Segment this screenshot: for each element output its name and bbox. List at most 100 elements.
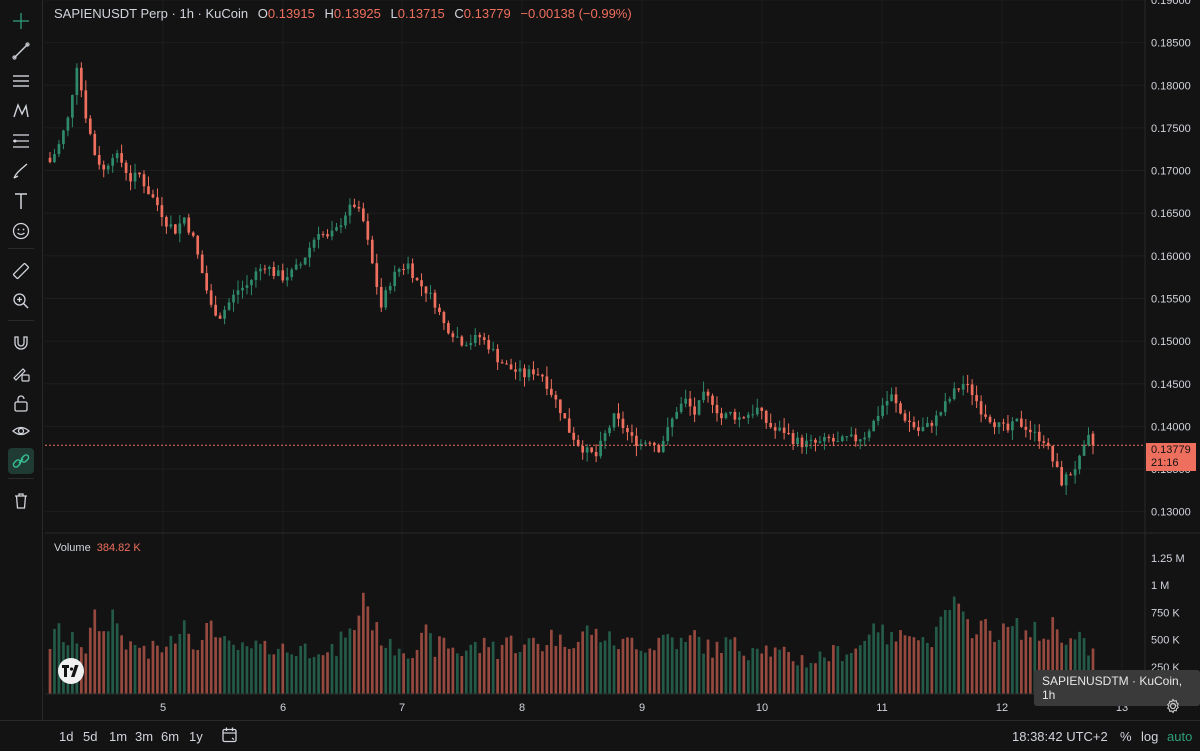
candle-body — [626, 427, 629, 433]
emoji-icon[interactable] — [8, 218, 34, 244]
candle-body — [1087, 435, 1090, 445]
volume-bar — [429, 633, 432, 694]
candle-body — [755, 407, 759, 415]
volume-bar — [420, 632, 423, 694]
volume-bar — [173, 643, 177, 694]
chart-canvas[interactable]: 0.19000 0.18500 0.18000 0.17500 0.17000 0.165… — [0, 0, 1200, 720]
range-5d[interactable]: 5d — [83, 729, 98, 744]
price-tick-label: 0.15000 — [1151, 336, 1191, 348]
auto-toggle[interactable]: auto — [1167, 729, 1193, 744]
price-axis: 0.19000 0.18500 0.18000 0.17500 0.17000 0.165… — [1151, 0, 1191, 519]
candle-body — [214, 304, 217, 316]
volume-bar — [926, 642, 929, 694]
candle-body — [1006, 423, 1010, 431]
fib-icon[interactable] — [8, 128, 34, 154]
volume-bar — [675, 649, 679, 694]
volume-bar — [706, 639, 710, 694]
text-icon[interactable] — [8, 188, 34, 214]
clock-time[interactable]: 18:38:42 UTC+2 — [1012, 729, 1108, 744]
eye-icon[interactable] — [8, 418, 34, 444]
settings-gear-icon[interactable] — [1160, 694, 1186, 718]
candle-body — [1069, 474, 1072, 476]
candle-body — [894, 394, 898, 404]
volume-bar — [232, 644, 235, 694]
candle-body — [585, 447, 589, 453]
trash-icon[interactable] — [8, 488, 34, 514]
volume-bar — [684, 641, 687, 694]
volume-bar — [214, 637, 217, 694]
brush-icon[interactable] — [8, 158, 34, 184]
lock-drawing-icon[interactable] — [8, 360, 34, 386]
volume-bar — [227, 640, 231, 694]
percent-toggle[interactable]: % — [1120, 729, 1132, 744]
volume-bar — [778, 649, 781, 694]
candle-body — [330, 230, 334, 237]
volume-bar — [447, 648, 450, 694]
volume-bar — [469, 644, 473, 694]
candle-body — [791, 433, 795, 445]
candle-body — [612, 413, 616, 428]
candle-body — [912, 421, 916, 428]
candle-body — [661, 440, 665, 453]
volume-bar — [782, 646, 786, 694]
volume-bar — [196, 649, 200, 694]
volume-bar — [344, 637, 347, 694]
change-value: −0.00138 (−0.99%) — [520, 6, 632, 21]
volume-bar — [326, 652, 329, 694]
volume-bar — [590, 634, 593, 694]
symbol-title[interactable]: SAPIENUSDT Perp · 1h · KuCoin — [54, 6, 249, 21]
candle-body — [863, 437, 867, 440]
volume-bar — [1073, 639, 1077, 694]
magnet-icon[interactable] — [8, 330, 34, 356]
trend-line-icon[interactable] — [8, 38, 34, 64]
candle-body — [245, 285, 249, 288]
volume-bar — [729, 639, 732, 694]
current-price-label: 0.13779 — [1151, 444, 1191, 456]
range-1m[interactable]: 1m — [109, 729, 128, 744]
zoom-in-icon[interactable] — [8, 288, 34, 314]
volume-bar — [867, 634, 871, 694]
volume-bar — [738, 651, 741, 694]
range-1d[interactable]: 1d — [59, 729, 74, 744]
candle-body — [943, 401, 947, 413]
candle-body — [1020, 418, 1023, 427]
volume-bar — [648, 648, 652, 694]
tradingview-logo[interactable] — [58, 658, 84, 684]
volume-bar — [899, 630, 902, 694]
horizontal-lines-icon[interactable] — [8, 68, 34, 94]
price-tick-label: 0.17000 — [1151, 166, 1191, 178]
candle-body — [827, 436, 831, 438]
volume-bar — [917, 640, 920, 694]
candle-body — [930, 423, 934, 426]
crosshair-icon[interactable] — [8, 8, 34, 34]
volume-bar — [885, 644, 889, 694]
volume-bar — [890, 632, 893, 694]
candle-body — [66, 117, 70, 131]
date-range-icon[interactable] — [221, 726, 239, 747]
volume-bar — [1011, 626, 1014, 694]
lock-icon[interactable] — [8, 390, 34, 416]
volume-bar — [254, 640, 258, 694]
candle-body — [111, 158, 115, 166]
volume-bar — [102, 631, 106, 694]
volume-bar — [151, 640, 155, 694]
volume-bar — [832, 645, 835, 694]
time-tick-label: 5 — [160, 702, 166, 714]
volume-bar — [1082, 638, 1086, 694]
range-1y[interactable]: 1y — [189, 729, 203, 744]
pattern-icon[interactable] — [8, 98, 34, 124]
range-3m[interactable]: 3m — [135, 729, 154, 744]
log-toggle[interactable]: log — [1141, 729, 1159, 744]
candle-body — [545, 376, 549, 389]
volume-bar — [250, 648, 253, 694]
volume-bar — [388, 638, 392, 694]
link-icon[interactable] — [8, 448, 34, 474]
candle-body — [769, 422, 773, 428]
volume-bar — [1060, 642, 1064, 694]
range-6m[interactable]: 6m — [161, 729, 180, 744]
volume-bar — [317, 654, 320, 694]
volume-bar — [335, 656, 338, 694]
candle-body — [335, 227, 338, 231]
ruler-icon[interactable] — [8, 258, 34, 284]
candle-body — [836, 441, 840, 443]
